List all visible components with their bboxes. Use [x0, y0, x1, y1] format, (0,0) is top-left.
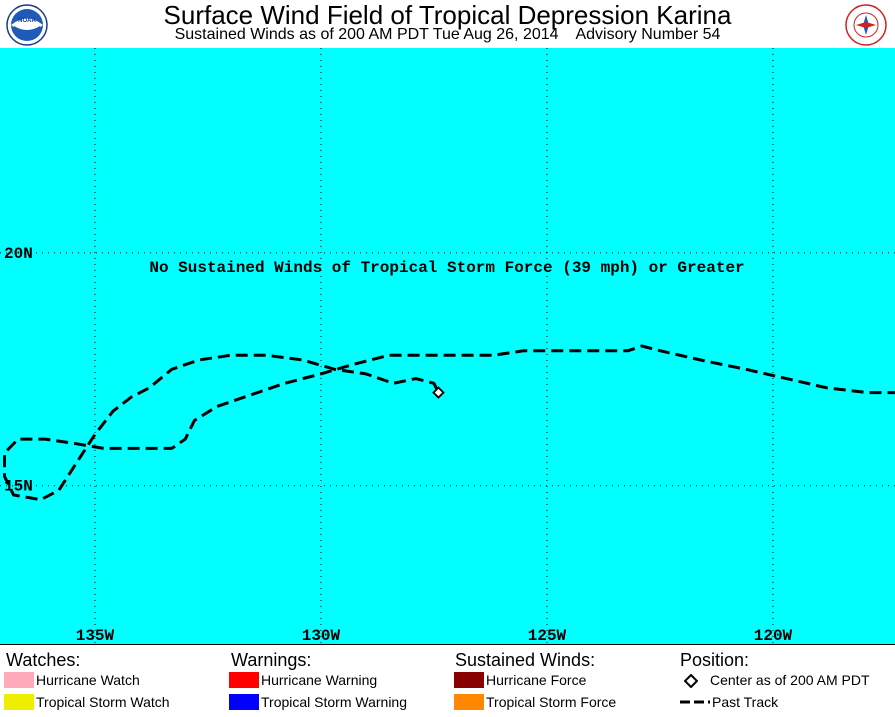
legend-item-tropical-storm-watch: Tropical Storm Watch — [4, 694, 224, 712]
position-heading: Position: — [680, 650, 749, 670]
ocean-background — [0, 48, 895, 644]
center-diamond-icon — [684, 674, 698, 688]
legend-item-hurricane-warning: Hurricane Warning — [229, 672, 449, 690]
longitude-label: 120W — [754, 627, 793, 644]
longitude-label: 135W — [76, 627, 115, 644]
warnings-heading: Warnings: — [231, 650, 311, 670]
hurricane-warning-swatch — [229, 672, 259, 688]
legend-item-hurricane-force: Hurricane Force — [454, 672, 674, 690]
wind-field-map: 135W 130W 125W 120W 20N 15N No Sustained Win… — [0, 48, 895, 644]
longitude-label: 125W — [528, 627, 567, 644]
latitude-label: 15N — [4, 478, 33, 496]
legend: Watches: Hurricane Watch Tropical Storm … — [0, 644, 895, 717]
hurricane-force-swatch — [454, 672, 484, 688]
latitude-label: 20N — [4, 245, 33, 263]
nws-logo-icon — [845, 4, 887, 46]
watches-heading: Watches: — [6, 650, 80, 670]
no-winds-message: No Sustained Winds of Tropical Storm For… — [149, 259, 744, 277]
svg-text:NOAA: NOAA — [18, 18, 36, 24]
tropical-storm-warning-swatch — [229, 694, 259, 710]
tropical-storm-force-swatch — [454, 694, 484, 710]
dashed-line-icon — [680, 697, 710, 707]
legend-item-past-track: Past Track — [680, 694, 892, 712]
noaa-logo-icon: NOAA — [6, 4, 48, 46]
legend-item-tropical-storm-force: Tropical Storm Force — [454, 694, 674, 712]
tropical-storm-watch-swatch — [4, 694, 34, 710]
sustained-winds-heading: Sustained Winds: — [455, 650, 595, 670]
longitude-label: 130W — [302, 627, 341, 644]
header: NOAA Surface Wind Field of Tropical Depr… — [0, 0, 895, 48]
legend-item-hurricane-watch: Hurricane Watch — [4, 672, 224, 690]
hurricane-watch-swatch — [4, 672, 34, 688]
legend-item-tropical-storm-warning: Tropical Storm Warning — [229, 694, 449, 712]
page-subtitle: Sustained Winds as of 200 AM PDT Tue Aug… — [60, 26, 835, 44]
legend-item-center: Center as of 200 AM PDT — [680, 672, 892, 690]
